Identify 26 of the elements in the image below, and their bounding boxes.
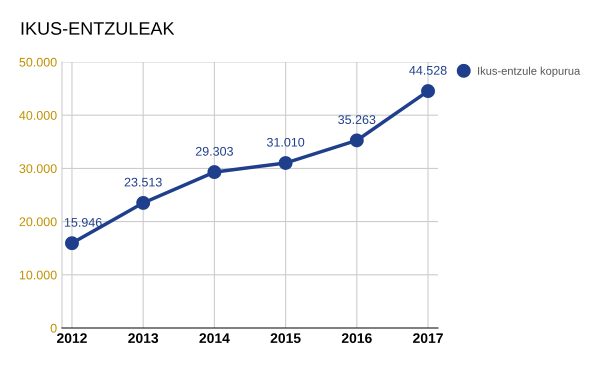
y-tick-label: 40.000: [19, 111, 57, 120]
x-tick-label: 2014: [199, 333, 230, 344]
point: [350, 133, 364, 148]
chart-title: IKUS-ENTZULEAK: [22, 22, 174, 35]
x-tick-label: 2015: [270, 333, 301, 344]
x-tick-label: 2013: [128, 333, 158, 344]
legend-label: Ikus-entzule kopurua: [478, 66, 580, 78]
point: [136, 196, 150, 210]
data-label: 23.513: [124, 178, 162, 187]
data-label: 29.303: [196, 146, 233, 156]
point: [65, 236, 79, 250]
y-tick-label: 50.000: [19, 58, 57, 67]
data-label: 35.263: [338, 115, 376, 124]
data-label: 15.946: [64, 218, 102, 227]
x-tick-label: 2012: [57, 333, 87, 344]
point: [421, 84, 435, 98]
x-tick-label: 2017: [413, 333, 443, 344]
y-tick-label: 20.000: [20, 217, 57, 226]
y-tick-label: 10.000: [20, 270, 57, 280]
data-label: 44.528: [409, 66, 447, 75]
y-tick-label: 30.000: [19, 164, 57, 174]
data-label: 31.010: [266, 138, 304, 147]
x-tick-label: 2016: [342, 333, 372, 344]
point: [207, 165, 222, 180]
point: [278, 156, 293, 170]
y-tick-label: 0: [50, 324, 57, 333]
